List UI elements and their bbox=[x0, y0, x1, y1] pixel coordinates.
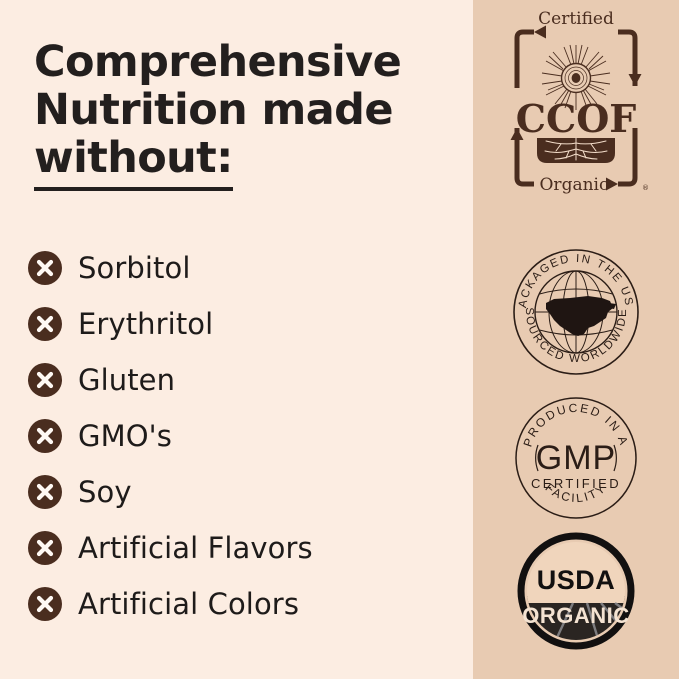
excluded-ingredients-list: Sorbitol Erythritol Gluten bbox=[28, 240, 458, 632]
list-item: Artificial Flavors bbox=[28, 520, 458, 576]
title-line-2: Nutrition made bbox=[34, 85, 393, 136]
list-item-label: Soy bbox=[78, 474, 132, 509]
registered-trademark-icon: ® bbox=[642, 184, 649, 192]
list-item: GMO's bbox=[28, 408, 458, 464]
x-circle-icon bbox=[28, 475, 62, 509]
list-item-label: Erythritol bbox=[78, 306, 214, 341]
usda-bottom-label: ORGANIC bbox=[522, 603, 629, 628]
list-item: Artificial Colors bbox=[28, 576, 458, 632]
x-circle-icon bbox=[28, 587, 62, 621]
x-circle-icon bbox=[28, 307, 62, 341]
list-item-label: GMO's bbox=[78, 418, 172, 453]
list-item: Sorbitol bbox=[28, 240, 458, 296]
ccof-bottom-label: Organic bbox=[540, 175, 609, 195]
x-circle-icon bbox=[28, 251, 62, 285]
x-circle-icon bbox=[28, 363, 62, 397]
gmp-wordmark: GMP bbox=[536, 439, 616, 477]
ccof-organic-badge: CCOF Certified Organic ® bbox=[473, 8, 679, 208]
title-line-1: Comprehensive bbox=[34, 37, 402, 87]
list-item-label: Artificial Flavors bbox=[78, 530, 313, 565]
page-title: Comprehensive Nutrition made without: bbox=[34, 37, 434, 192]
list-item: Soy bbox=[28, 464, 458, 520]
x-circle-icon bbox=[28, 531, 62, 565]
certification-badges-panel: CCOF Certified Organic ® bbox=[473, 0, 679, 679]
list-item-label: Artificial Colors bbox=[78, 586, 300, 621]
usda-organic-badge: USDA ORGANIC bbox=[473, 527, 679, 655]
x-circle-icon bbox=[28, 419, 62, 453]
title-line-3: without: bbox=[34, 134, 233, 192]
list-item: Gluten bbox=[28, 352, 458, 408]
gmp-certified-badge: GMP CERTIFIED PRODUCED IN A FACILITY bbox=[473, 385, 679, 530]
list-item-label: Gluten bbox=[78, 362, 176, 397]
list-item: Erythritol bbox=[28, 296, 458, 352]
ccof-wordmark: CCOF bbox=[516, 96, 637, 141]
list-item-label: Sorbitol bbox=[78, 250, 191, 285]
gmp-subtext: CERTIFIED bbox=[531, 476, 621, 491]
packaged-in-usa-badge: PACKAGED IN THE USA SOURCED WORLDWIDE bbox=[473, 238, 679, 386]
usda-top-label: USDA bbox=[537, 565, 616, 595]
ccof-top-label: Certified bbox=[538, 10, 614, 29]
left-content-panel: Comprehensive Nutrition made without: So… bbox=[28, 37, 458, 632]
